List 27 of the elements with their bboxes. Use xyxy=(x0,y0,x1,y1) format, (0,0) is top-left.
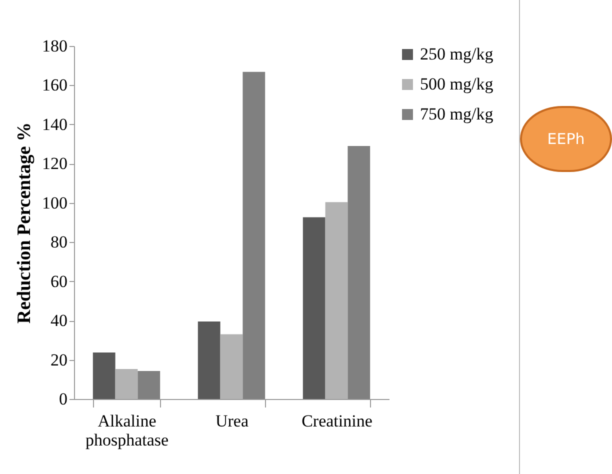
y-tick-label: 40 xyxy=(50,311,68,330)
y-tick-label: 20 xyxy=(50,350,68,370)
legend-label: 750 mg/kg xyxy=(420,104,494,124)
bar xyxy=(302,217,326,399)
y-tick-label: 140 xyxy=(42,114,68,134)
x-tick-label: Urea xyxy=(215,412,249,430)
y-tick-label: 0 xyxy=(59,390,68,408)
octagon-badge: EEPh xyxy=(520,106,612,172)
bar xyxy=(92,352,116,399)
bar xyxy=(198,322,220,399)
y-tick-label: 80 xyxy=(50,232,68,252)
y-tick-label: 160 xyxy=(42,76,68,95)
legend-label: 500 mg/kg xyxy=(420,74,494,94)
bar xyxy=(138,370,160,399)
y-tick-label: 100 xyxy=(42,193,68,212)
legend-label: 250 mg/kg xyxy=(420,44,494,64)
bar xyxy=(242,72,266,399)
y-tick-label: 60 xyxy=(50,272,68,291)
y-tick-label: 180 xyxy=(42,36,68,56)
x-tick-label: Alkaline phosphatase xyxy=(85,412,169,450)
bar xyxy=(220,334,243,399)
y-axis-title: Reduction Percentage % xyxy=(14,122,35,324)
bar xyxy=(115,368,138,399)
y-tick-label: 120 xyxy=(42,154,68,174)
bar xyxy=(348,146,370,399)
x-tick-label: Creatinine xyxy=(302,412,372,430)
bar xyxy=(325,202,348,399)
